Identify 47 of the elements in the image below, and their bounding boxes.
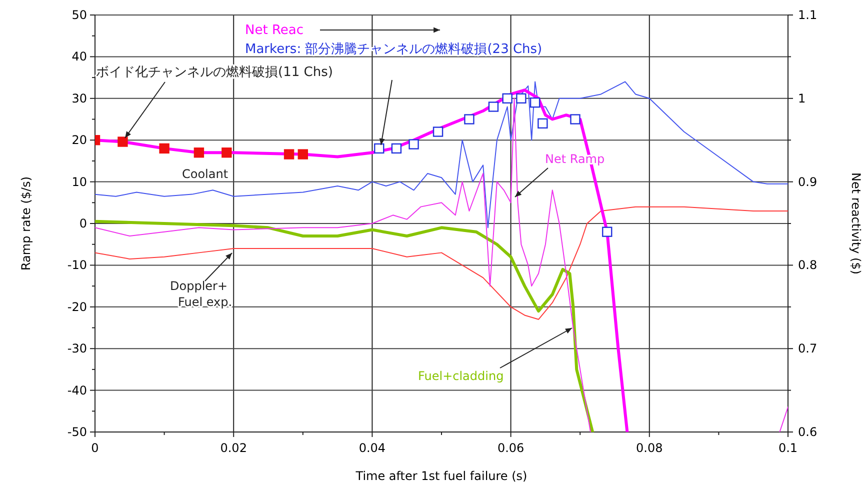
y-tick-label: 30 bbox=[72, 91, 87, 106]
point bbox=[602, 226, 612, 237]
y2-tick-label: 0.6 bbox=[798, 425, 818, 439]
y-tick-label: 10 bbox=[72, 174, 87, 189]
y2-tick-label: 1 bbox=[798, 91, 806, 106]
x-tick-label: 0.1 bbox=[778, 441, 798, 455]
y2-tick-label: 1.1 bbox=[798, 8, 818, 22]
x-tick-label: 0.06 bbox=[497, 441, 524, 455]
y2-tick-label: 0.9 bbox=[798, 174, 818, 189]
y-tick-label: 50 bbox=[72, 8, 87, 22]
point bbox=[159, 143, 170, 154]
y-tick-label: 20 bbox=[72, 133, 87, 148]
x-tick-label: 0.08 bbox=[636, 441, 663, 455]
y2-tick-label: 0.8 bbox=[798, 258, 818, 272]
point bbox=[298, 149, 308, 160]
point bbox=[516, 93, 526, 104]
point bbox=[284, 149, 294, 160]
point bbox=[488, 102, 499, 112]
line-series bbox=[95, 81, 788, 228]
y-tick-label: 0 bbox=[79, 216, 87, 230]
y2-axis-title: Net reactivity ($) bbox=[849, 172, 863, 274]
point bbox=[570, 114, 580, 124]
x-tick-label: 0 bbox=[91, 441, 99, 455]
point bbox=[222, 148, 232, 158]
y-axis-title: Ramp rate ($/s) bbox=[19, 176, 33, 271]
point bbox=[118, 136, 128, 147]
line-series bbox=[95, 220, 594, 432]
point bbox=[530, 97, 540, 108]
x-axis-title: Time after 1st fuel failure (s) bbox=[354, 469, 528, 483]
point bbox=[432, 126, 444, 137]
point bbox=[408, 139, 419, 150]
point bbox=[502, 93, 512, 104]
y-tick-label: -10 bbox=[67, 258, 87, 272]
y-tick-label: -50 bbox=[67, 425, 87, 439]
point bbox=[194, 148, 204, 158]
y2-tick-label: 0.7 bbox=[798, 342, 818, 356]
y-tick-label: 40 bbox=[72, 50, 87, 64]
point bbox=[538, 118, 548, 129]
point bbox=[391, 143, 402, 154]
x-tick-label: 0.04 bbox=[358, 441, 386, 455]
y-tick-label: -40 bbox=[67, 383, 87, 398]
line-series bbox=[95, 206, 788, 320]
y-tick-label: -20 bbox=[67, 300, 87, 314]
point bbox=[374, 143, 384, 154]
x-tick-label: 0.02 bbox=[220, 441, 247, 455]
point bbox=[464, 114, 474, 124]
y-tick-label: -30 bbox=[67, 342, 87, 356]
